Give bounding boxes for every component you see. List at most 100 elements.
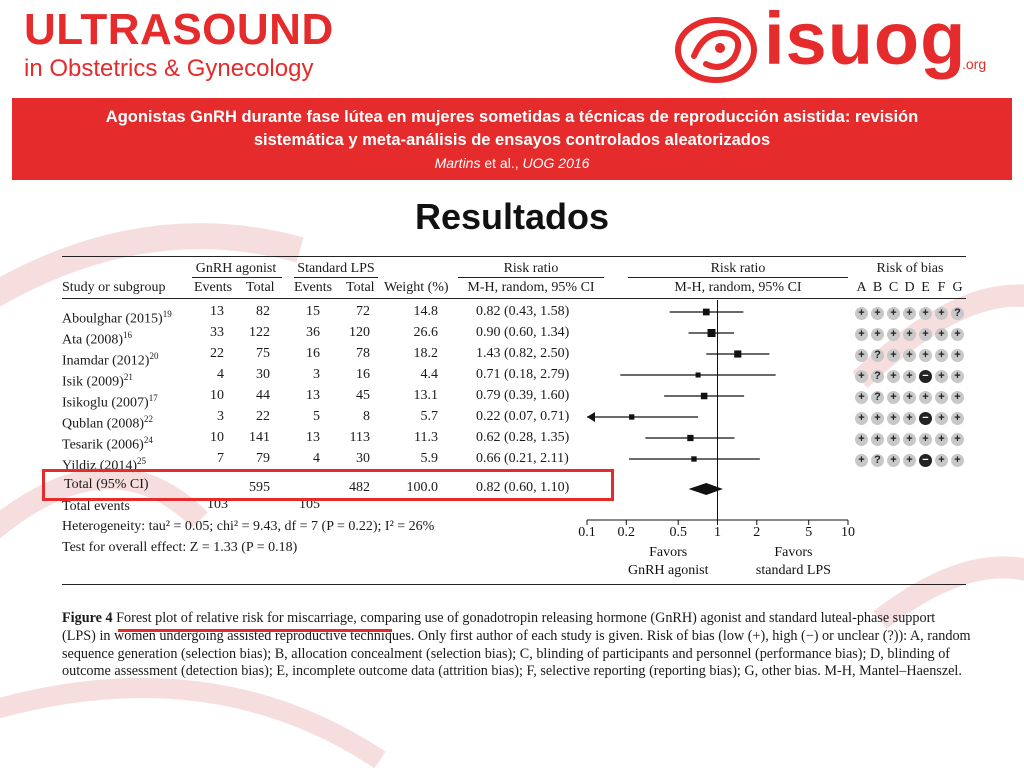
- row-study-ref: 19: [162, 309, 172, 319]
- row-study-ref: 17: [148, 393, 158, 403]
- citation-middle: et al.,: [480, 155, 523, 171]
- row-e1: 7: [217, 451, 224, 466]
- header-plot-method: M-H, random, 95% CI: [674, 280, 802, 295]
- point-estimate: [691, 456, 697, 462]
- row-study-name: Tesarik (2006): [62, 437, 144, 453]
- bias-indicator: +: [951, 412, 964, 425]
- header-events-2: Events: [294, 280, 333, 295]
- header-total-2: Total: [346, 280, 375, 295]
- section-title: Resultados: [414, 196, 610, 237]
- heterogeneity: Heterogeneity: tau² = 0.05; chi² = 9.43,…: [62, 519, 435, 534]
- header-weight: Weight (%): [384, 280, 449, 295]
- row-weight: 26.6: [413, 325, 439, 340]
- ci-arrow: [587, 412, 595, 422]
- row-e2: 13: [306, 430, 320, 445]
- citation-author: Martins: [434, 155, 481, 171]
- bias-indicator: +: [887, 307, 900, 320]
- bias-indicator: +: [903, 328, 916, 341]
- row-e1: 4: [217, 367, 224, 382]
- figure-caption: Figure 4 Forest plot of relative risk fo…: [62, 610, 972, 681]
- header-rr-method: M-H, random, 95% CI: [467, 280, 595, 295]
- bias-indicator: +: [887, 454, 900, 467]
- bias-indicator: +: [951, 349, 964, 362]
- row-t2: 45: [356, 388, 370, 403]
- journal-title: ULTRASOUND: [24, 5, 334, 54]
- row-e1: 10: [210, 388, 224, 403]
- bias-indicator: ?: [871, 391, 884, 404]
- favors-left-line2: GnRH agonist: [628, 563, 709, 578]
- row-e1: 3: [217, 409, 224, 424]
- bias-indicator: +: [855, 349, 868, 362]
- bias-indicator: +: [935, 391, 948, 404]
- row-study-name: Ata (2008): [62, 332, 124, 348]
- bias-indicator: +: [887, 349, 900, 362]
- row-study-ref: 16: [123, 330, 133, 340]
- row-t2: 16: [356, 367, 370, 382]
- row-rr: 0.79 (0.39, 1.60): [476, 388, 570, 403]
- row-study-ref: 21: [123, 372, 133, 382]
- row-study-name: Aboulghar (2015): [62, 311, 163, 327]
- header-total-1: Total: [246, 280, 275, 295]
- row-t2: 30: [356, 451, 370, 466]
- bias-indicator: +: [935, 328, 948, 341]
- row-e2: 36: [306, 325, 320, 340]
- row-rr: 0.90 (0.60, 1.34): [476, 325, 570, 340]
- bias-indicator: +: [935, 349, 948, 362]
- favors-right-line2: standard LPS: [756, 563, 831, 578]
- row-rr: 0.22 (0.07, 0.71): [476, 409, 570, 424]
- bias-indicator: +: [871, 307, 884, 320]
- title-banner: Agonistas GnRH durante fase lútea en muj…: [12, 98, 1012, 180]
- caption-text: , comparing use of gonadotropin releasin…: [62, 610, 971, 680]
- plot-underline: [628, 277, 848, 278]
- row-study: Tesarik (2006)24: [62, 432, 153, 454]
- row-t1: 22: [256, 409, 270, 424]
- row-e1: 13: [210, 304, 224, 319]
- header-study: Study or subgroup: [62, 280, 166, 295]
- row-e2: 4: [313, 451, 320, 466]
- row-t1: 82: [256, 304, 270, 319]
- row-e1: 22: [210, 346, 224, 361]
- pooled-diamond: [688, 483, 723, 495]
- bias-indicator: +: [935, 412, 948, 425]
- row-study: Aboulghar (2015)19: [62, 306, 172, 328]
- row-study-name: Isikoglu (2007): [62, 395, 149, 411]
- total-events-label: Total events: [62, 499, 130, 514]
- total-label: Total (95% CI): [64, 477, 149, 492]
- row-study-ref: 24: [143, 435, 153, 445]
- row-study: Ata (2008)16: [62, 327, 132, 349]
- bias-indicator: +: [887, 433, 900, 446]
- bias-letter: A: [856, 280, 867, 295]
- row-study-ref: 20: [149, 351, 159, 361]
- bias-indicator: +: [855, 391, 868, 404]
- row-rr: 0.66 (0.21, 2.11): [476, 451, 569, 466]
- row-weight: 11.3: [414, 430, 438, 445]
- bias-indicator: +: [855, 370, 868, 383]
- header-events-1: Events: [194, 280, 233, 295]
- row-t2: 113: [349, 430, 370, 445]
- bias-indicator: +: [903, 433, 916, 446]
- row-study: Isikoglu (2007)17: [62, 390, 158, 412]
- bias-indicator: +: [855, 328, 868, 341]
- bias-indicator: ?: [871, 454, 884, 467]
- isuog-logo-suffix: .org: [962, 56, 987, 72]
- total-t1: 595: [249, 480, 270, 495]
- bias-indicator: +: [903, 454, 916, 467]
- x-tick-label: 2: [753, 525, 760, 540]
- row-rr: 0.62 (0.28, 1.35): [476, 430, 570, 445]
- bias-indicator: ?: [871, 349, 884, 362]
- table-header-rule: [62, 298, 966, 299]
- total-highlight-box: [42, 469, 614, 501]
- favors-left-line1: Favors: [649, 545, 687, 560]
- banner-title-line2: sistemática y meta-análisis de ensayos c…: [253, 131, 771, 149]
- bias-indicator: +: [871, 412, 884, 425]
- row-t1: 75: [256, 346, 270, 361]
- bias-indicator: +: [871, 433, 884, 446]
- bias-indicator: +: [935, 454, 948, 467]
- group1-underline: [192, 277, 282, 278]
- bias-indicator: +: [887, 370, 900, 383]
- row-t1: 30: [256, 367, 270, 382]
- bias-indicator: +: [887, 391, 900, 404]
- bias-indicator: +: [935, 370, 948, 383]
- point-estimate: [707, 329, 716, 337]
